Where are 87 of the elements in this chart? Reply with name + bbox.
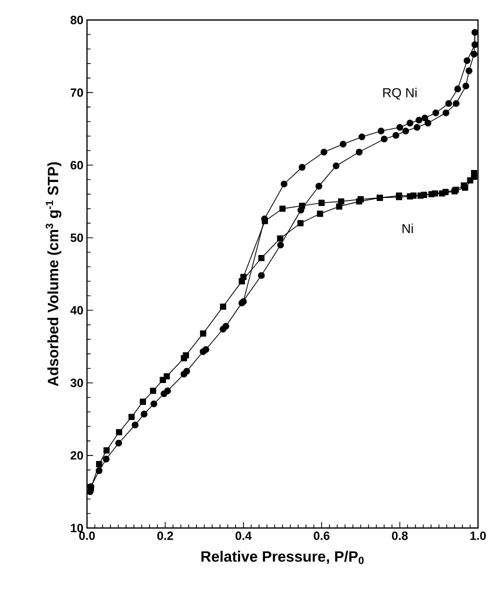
- point: [258, 272, 265, 279]
- point: [298, 164, 306, 171]
- point: [140, 398, 146, 405]
- point: [392, 132, 400, 139]
- x-tick-label: 1.0: [470, 532, 486, 540]
- point: [115, 440, 122, 446]
- point: [102, 456, 110, 462]
- point: [316, 210, 324, 217]
- point: [438, 190, 446, 197]
- point: [421, 114, 428, 122]
- point: [432, 110, 440, 116]
- point: [464, 57, 470, 64]
- point: [298, 202, 306, 209]
- point: [332, 162, 340, 170]
- point: [96, 467, 103, 474]
- point: [466, 67, 472, 74]
- point: [258, 254, 264, 262]
- point: [338, 198, 344, 205]
- point: [240, 274, 246, 280]
- point: [471, 41, 478, 48]
- point: [318, 200, 325, 206]
- point: [222, 322, 230, 330]
- point: [424, 120, 432, 126]
- y-tick-label: 10: [70, 524, 83, 532]
- point: [103, 447, 110, 454]
- point: [277, 242, 284, 248]
- x-tick-label: 0.8: [392, 532, 408, 540]
- point: [452, 100, 460, 107]
- point: [358, 196, 364, 202]
- x-tick-label: 0.4: [236, 532, 252, 540]
- point: [356, 148, 363, 156]
- point: [116, 429, 122, 436]
- y-tick-label: 20: [70, 451, 83, 460]
- y-tick-label: 80: [70, 16, 83, 24]
- point: [340, 140, 346, 148]
- point: [471, 174, 478, 180]
- x-tick-label: 0.0: [79, 532, 95, 540]
- y-tick-label: 60: [70, 160, 83, 170]
- y-tick-label: 50: [70, 233, 83, 242]
- point: [471, 28, 478, 36]
- point: [128, 414, 135, 420]
- point: [462, 82, 470, 90]
- point: [202, 346, 210, 353]
- point: [336, 203, 342, 210]
- point: [182, 352, 190, 358]
- point: [470, 50, 478, 58]
- point: [406, 193, 414, 200]
- point: [445, 100, 452, 107]
- point: [164, 387, 171, 394]
- point: [378, 128, 384, 134]
- point: [428, 191, 435, 198]
- point: [132, 422, 138, 428]
- point: [315, 182, 322, 190]
- point: [320, 148, 328, 156]
- point: [358, 133, 366, 140]
- point: [297, 220, 304, 226]
- y-tick-label: 30: [70, 378, 83, 388]
- point: [396, 124, 404, 131]
- point: [416, 116, 422, 124]
- point: [442, 110, 450, 116]
- point: [140, 410, 148, 418]
- point: [402, 128, 410, 134]
- point: [262, 218, 268, 224]
- point: [96, 461, 102, 468]
- point: [164, 373, 170, 380]
- point: [279, 206, 286, 212]
- series-label: Ni: [402, 224, 413, 233]
- series-label: RQ Ni: [383, 88, 417, 100]
- point: [150, 388, 156, 394]
- point: [280, 180, 288, 188]
- y-tick-label: 40: [70, 306, 83, 315]
- point: [462, 184, 468, 191]
- point: [200, 330, 206, 337]
- point: [183, 368, 190, 375]
- point: [414, 124, 420, 131]
- point: [417, 192, 424, 199]
- point: [380, 136, 388, 142]
- point: [150, 400, 158, 408]
- x-tick-label: 0.6: [314, 532, 330, 540]
- point: [277, 235, 284, 242]
- x-tick-label: 0.2: [157, 532, 174, 540]
- y-axis-title: Adsorbed Volume (cm$^{3}$ g$^{-1}$ STP): [46, 162, 62, 386]
- x-axis-title: Relative Pressure, P/P$_{0}$: [201, 550, 364, 564]
- point: [454, 86, 462, 92]
- point: [220, 304, 226, 310]
- y-tick-label: 70: [70, 88, 83, 97]
- point: [406, 120, 414, 126]
